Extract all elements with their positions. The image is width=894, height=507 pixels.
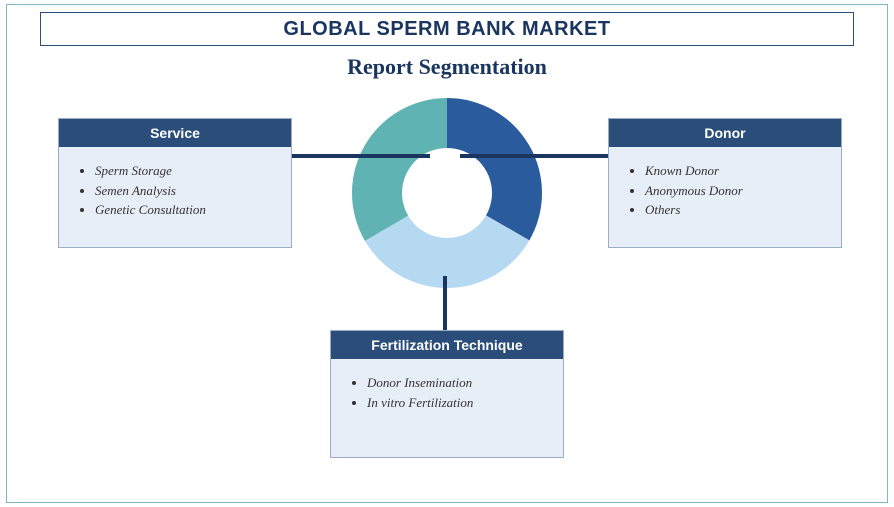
service-item: Genetic Consultation	[95, 200, 273, 220]
subtitle: Report Segmentation	[0, 54, 894, 80]
donut-chart	[352, 98, 542, 288]
segment-donor-body: Known DonorAnonymous DonorOthers	[609, 147, 841, 234]
segment-service-list: Sperm StorageSemen AnalysisGenetic Consu…	[81, 161, 273, 220]
segment-donor-list: Known DonorAnonymous DonorOthers	[631, 161, 823, 220]
fertilization-item: Donor Insemination	[367, 373, 545, 393]
service-item: Semen Analysis	[95, 181, 273, 201]
title-bar: GLOBAL SPERM BANK MARKET	[40, 12, 854, 46]
fertilization-item: In vitro Fertilization	[367, 393, 545, 413]
segment-donor: Donor Known DonorAnonymous DonorOthers	[608, 118, 842, 248]
service-item: Sperm Storage	[95, 161, 273, 181]
segment-fertilization: Fertilization Technique Donor Inseminati…	[330, 330, 564, 458]
donor-item: Known Donor	[645, 161, 823, 181]
segment-service-body: Sperm StorageSemen AnalysisGenetic Consu…	[59, 147, 291, 234]
donor-item: Anonymous Donor	[645, 181, 823, 201]
segment-fertilization-body: Donor InseminationIn vitro Fertilization	[331, 359, 563, 426]
segment-fertilization-list: Donor InseminationIn vitro Fertilization	[353, 373, 545, 412]
segment-donor-header: Donor	[609, 119, 841, 147]
segment-service-header: Service	[59, 119, 291, 147]
segment-service: Service Sperm StorageSemen AnalysisGenet…	[58, 118, 292, 248]
page-title: GLOBAL SPERM BANK MARKET	[283, 18, 610, 41]
donut-hole	[402, 148, 492, 238]
donor-item: Others	[645, 200, 823, 220]
segment-fertilization-header: Fertilization Technique	[331, 331, 563, 359]
